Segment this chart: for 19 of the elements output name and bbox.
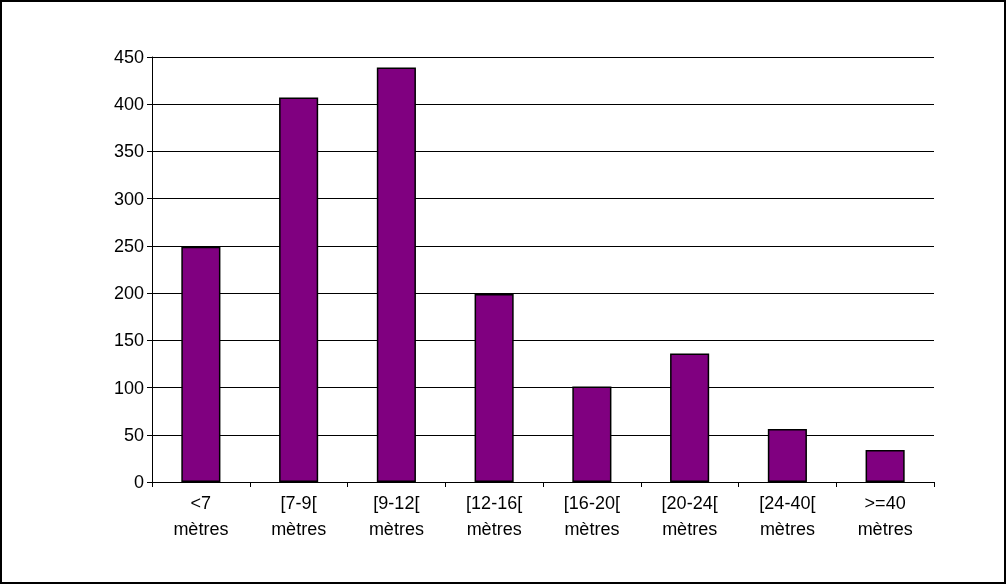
- y-tick-label: 50: [123, 424, 144, 445]
- y-tick-label: 300: [113, 188, 144, 209]
- y-tick-label: 400: [113, 94, 144, 115]
- x-tick-label: [12-16[ mètres: [466, 493, 523, 539]
- x-tick-label: >=40 mètres: [857, 493, 913, 539]
- x-tick-label: [20-24[ mètres: [661, 493, 718, 539]
- x-tick-label: [7-9[ mètres: [271, 493, 327, 539]
- y-tick-label: 200: [113, 283, 144, 304]
- x-tick-label: [16-20[ mètres: [563, 493, 620, 539]
- x-tick-label: [24-40[ mètres: [759, 493, 816, 539]
- y-tick-label: 100: [113, 377, 144, 398]
- y-tick-label: 450: [113, 47, 144, 67]
- y-tick-label: 350: [113, 141, 144, 162]
- x-tick-label: [9-12[ mètres: [368, 493, 424, 539]
- bar: [865, 449, 905, 482]
- x-tick-label: <7 mètres: [173, 493, 229, 539]
- y-tick-label: 0: [133, 472, 144, 492]
- y-tick-label: 150: [113, 330, 144, 351]
- y-tick-label: 250: [113, 235, 144, 256]
